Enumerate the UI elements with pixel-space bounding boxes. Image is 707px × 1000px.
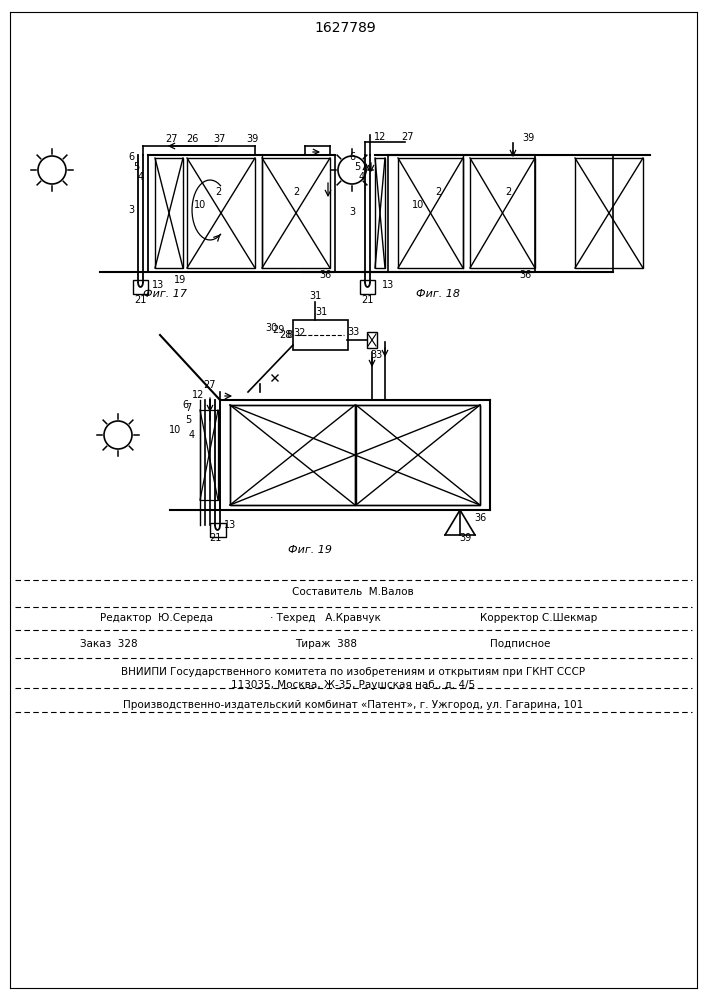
Text: 4: 4	[189, 430, 195, 440]
Text: 31: 31	[309, 291, 321, 301]
Text: 39: 39	[246, 134, 258, 144]
Text: · Техред   А.Кравчук: · Техред А.Кравчук	[270, 613, 381, 623]
Text: 36: 36	[519, 270, 531, 280]
Text: 4: 4	[359, 172, 365, 182]
Text: 113035, Москва, Ж-35, Раушская наб., д. 4/5: 113035, Москва, Ж-35, Раушская наб., д. …	[231, 680, 475, 690]
Bar	[230, 405, 355, 505]
Bar	[200, 410, 218, 500]
Text: 30: 30	[265, 323, 277, 333]
Text: 12: 12	[374, 132, 386, 142]
Text: 2: 2	[215, 187, 221, 197]
Text: 39: 39	[522, 133, 534, 143]
Bar	[187, 158, 255, 268]
Bar	[262, 158, 330, 268]
Text: 5: 5	[354, 162, 360, 172]
Bar	[470, 158, 535, 268]
Text: Подписное: Подписное	[490, 639, 550, 649]
Text: 3: 3	[349, 207, 355, 217]
Text: 5: 5	[185, 415, 191, 425]
Text: Заказ  328: Заказ 328	[80, 639, 138, 649]
Text: 13: 13	[382, 280, 394, 290]
Bar	[230, 405, 480, 505]
Text: 28: 28	[279, 330, 291, 340]
Text: 31: 31	[315, 307, 327, 317]
Text: Редактор  Ю.Середа: Редактор Ю.Середа	[100, 613, 213, 623]
Text: 19: 19	[174, 275, 186, 285]
Bar	[575, 158, 643, 268]
Text: 2: 2	[435, 187, 441, 197]
Text: 33: 33	[370, 350, 382, 360]
Text: 1627789: 1627789	[314, 21, 376, 35]
Bar	[133, 280, 148, 294]
Bar	[293, 320, 348, 350]
Text: 10: 10	[169, 425, 181, 435]
Bar	[155, 158, 183, 268]
Text: 6: 6	[128, 152, 134, 162]
Text: 21: 21	[209, 533, 221, 543]
Text: 13: 13	[224, 520, 236, 530]
Text: 12: 12	[192, 390, 204, 400]
Text: 3: 3	[128, 205, 134, 215]
Text: ·: ·	[366, 21, 370, 35]
Text: 10: 10	[412, 200, 424, 210]
Bar	[360, 280, 375, 294]
Text: Фиг. 17: Фиг. 17	[143, 289, 187, 299]
Text: 37: 37	[214, 134, 226, 144]
Text: 32: 32	[294, 328, 306, 338]
Bar	[367, 332, 377, 348]
Text: 4: 4	[138, 172, 144, 182]
Text: Тираж  388: Тираж 388	[295, 639, 357, 649]
Text: 36: 36	[319, 270, 331, 280]
Text: Фиг. 19: Фиг. 19	[288, 545, 332, 555]
Text: 10: 10	[194, 200, 206, 210]
Bar	[398, 158, 463, 268]
Text: 27: 27	[165, 134, 178, 144]
Text: 27: 27	[402, 132, 414, 142]
Text: 21: 21	[134, 295, 146, 305]
Text: 5: 5	[133, 162, 139, 172]
Text: 2: 2	[505, 187, 511, 197]
Text: ВНИИПИ Государственного комитета по изобретениям и открытиям при ГКНТ СССР: ВНИИПИ Государственного комитета по изоб…	[121, 667, 585, 677]
Text: Корректор С.Шекмар: Корректор С.Шекмар	[480, 613, 597, 623]
Text: 7: 7	[185, 403, 191, 413]
Text: Производственно-издательский комбинат «Патент», г. Ужгород, ул. Гагарина, 101: Производственно-издательский комбинат «П…	[123, 700, 583, 710]
Text: 13: 13	[152, 280, 164, 290]
Text: Фиг. 18: Фиг. 18	[416, 289, 460, 299]
Text: 26: 26	[186, 134, 198, 144]
Text: 21: 21	[361, 295, 373, 305]
Text: 39: 39	[459, 533, 471, 543]
Text: 8: 8	[286, 330, 292, 340]
Text: 27: 27	[204, 380, 216, 390]
Text: 6: 6	[349, 152, 355, 162]
Text: Составитель  М.Валов: Составитель М.Валов	[292, 587, 414, 597]
Text: 2: 2	[293, 187, 299, 197]
Bar	[356, 405, 480, 505]
Text: 33: 33	[347, 327, 359, 337]
Bar	[375, 158, 385, 268]
Text: 36: 36	[474, 513, 486, 523]
Text: 29: 29	[271, 325, 284, 335]
Bar	[210, 523, 226, 537]
Text: 6: 6	[182, 400, 188, 410]
